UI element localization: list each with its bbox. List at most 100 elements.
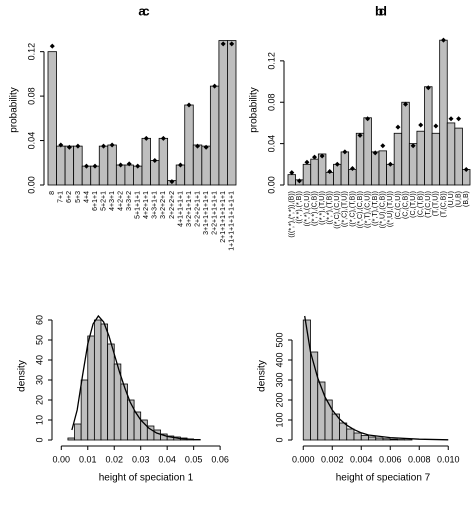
point — [75, 143, 81, 149]
x-tick-label: ((*,C),(T,U)) — [342, 191, 349, 227]
histogram-bar — [324, 399, 333, 441]
histogram-bar — [360, 435, 369, 441]
histogram-bar — [382, 438, 391, 441]
point — [195, 143, 201, 149]
bar — [107, 144, 117, 186]
y-tick-label: 0 — [34, 437, 44, 442]
histogram-bar — [346, 428, 355, 441]
x-tick-label: ((*,*),(C,U)) — [304, 191, 311, 226]
bar — [98, 145, 109, 186]
bar — [184, 104, 194, 186]
x-tick-label: 0.03 — [132, 454, 150, 464]
y-tick-label: 10 — [34, 415, 44, 425]
x-tick-label: 5+3 — [75, 191, 82, 203]
point — [118, 162, 124, 168]
x-tick-label: (C,(T,B)) — [418, 191, 425, 217]
point — [387, 161, 393, 167]
x-tick-label: 8 — [49, 191, 56, 195]
x-tick-label: (U,B) — [455, 191, 462, 207]
y-tick-label: 60 — [34, 315, 44, 325]
x-tick-label: (T,(T,U)) — [433, 191, 440, 216]
bar — [333, 163, 342, 186]
y-tick-label: 50 — [34, 335, 44, 345]
x-tick-label: 0.006 — [379, 454, 402, 464]
x-tick-label: 0.008 — [408, 454, 431, 464]
x-tick-label: (C,(C,B)) — [402, 191, 409, 219]
x-tick-label: 5+2+1 — [100, 191, 107, 211]
density-curve — [304, 315, 449, 441]
bar — [317, 153, 327, 186]
bar — [47, 51, 57, 186]
histogram-bar — [133, 411, 142, 441]
point — [403, 101, 409, 107]
x-tick-label: ((*,C),(T,B)) — [349, 191, 356, 227]
histogram-bar — [193, 438, 201, 441]
bar — [363, 117, 372, 186]
point — [186, 102, 192, 108]
point — [220, 41, 226, 47]
y-axis-label: probability — [249, 87, 260, 133]
y-tick-label: 300 — [274, 372, 284, 387]
point — [160, 135, 166, 141]
point — [203, 144, 209, 150]
y-tick-label: 0.00 — [266, 176, 276, 194]
x-tick-label: 4+4 — [83, 191, 90, 203]
bar — [310, 158, 319, 186]
x-tick-label: 3+1+1+1+1+1 — [203, 191, 210, 235]
y-tick-label: 100 — [274, 412, 284, 427]
histogram-bar — [74, 423, 82, 441]
bar — [439, 39, 448, 186]
y-tick-label: 20 — [34, 395, 44, 405]
histogram-bar — [353, 432, 362, 441]
point — [349, 165, 355, 171]
histogram-bar — [389, 438, 398, 441]
x-tick-label: 4+2+1+1 — [143, 191, 150, 219]
x-tick-label: 1+1+1+1+1+1+1+1 — [229, 191, 236, 251]
bar — [150, 160, 160, 186]
bar — [355, 132, 365, 186]
x-tick-label: 6+2 — [66, 191, 73, 203]
bar — [454, 127, 463, 186]
x-tick-label: 4+2+2 — [117, 191, 124, 211]
point — [135, 163, 141, 169]
point — [49, 43, 55, 49]
point — [365, 116, 371, 122]
x-tick-label: 0.02 — [105, 454, 123, 464]
x-tick-label: ((*,T),(T,B)) — [372, 191, 379, 226]
histogram-bar — [339, 422, 348, 441]
histogram-bar — [302, 319, 311, 441]
x-tick-label: 0.06 — [211, 454, 229, 464]
point — [319, 153, 325, 159]
point — [456, 116, 462, 122]
x-tick-label: ((*,*),(T,B)) — [327, 191, 334, 224]
point — [448, 116, 454, 122]
bar — [73, 145, 83, 186]
histogram-bar — [80, 379, 89, 441]
bar — [158, 137, 169, 186]
histogram-bar — [113, 363, 122, 441]
point — [296, 178, 302, 184]
y-axis-label: probability — [9, 87, 20, 133]
point — [289, 170, 295, 176]
histogram-bar — [375, 437, 384, 441]
y-tick-label: 0.08 — [266, 93, 276, 111]
point — [410, 143, 416, 149]
bar — [431, 132, 441, 186]
bar — [141, 137, 151, 186]
point — [143, 135, 149, 141]
x-tick-label: ((*,C),(C,B)) — [357, 191, 364, 228]
point — [177, 162, 183, 168]
x-tick-label: 3+3+1+1 — [152, 191, 159, 219]
bar — [192, 144, 203, 186]
x-tick-label: 7+1 — [58, 191, 65, 203]
x-tick-label: ((*,U),(C,B)) — [380, 191, 387, 228]
x-tick-label: 5+1+1+1 — [135, 191, 142, 219]
histogram-bar — [107, 343, 115, 441]
point — [334, 161, 340, 167]
histogram-bar — [317, 381, 326, 441]
x-axis-label: height of speciation 7 — [336, 473, 431, 484]
point — [83, 163, 89, 169]
x-tick-label: (T,(C,B)) — [440, 191, 447, 217]
y-axis-label: density — [17, 360, 28, 392]
point — [66, 144, 72, 150]
